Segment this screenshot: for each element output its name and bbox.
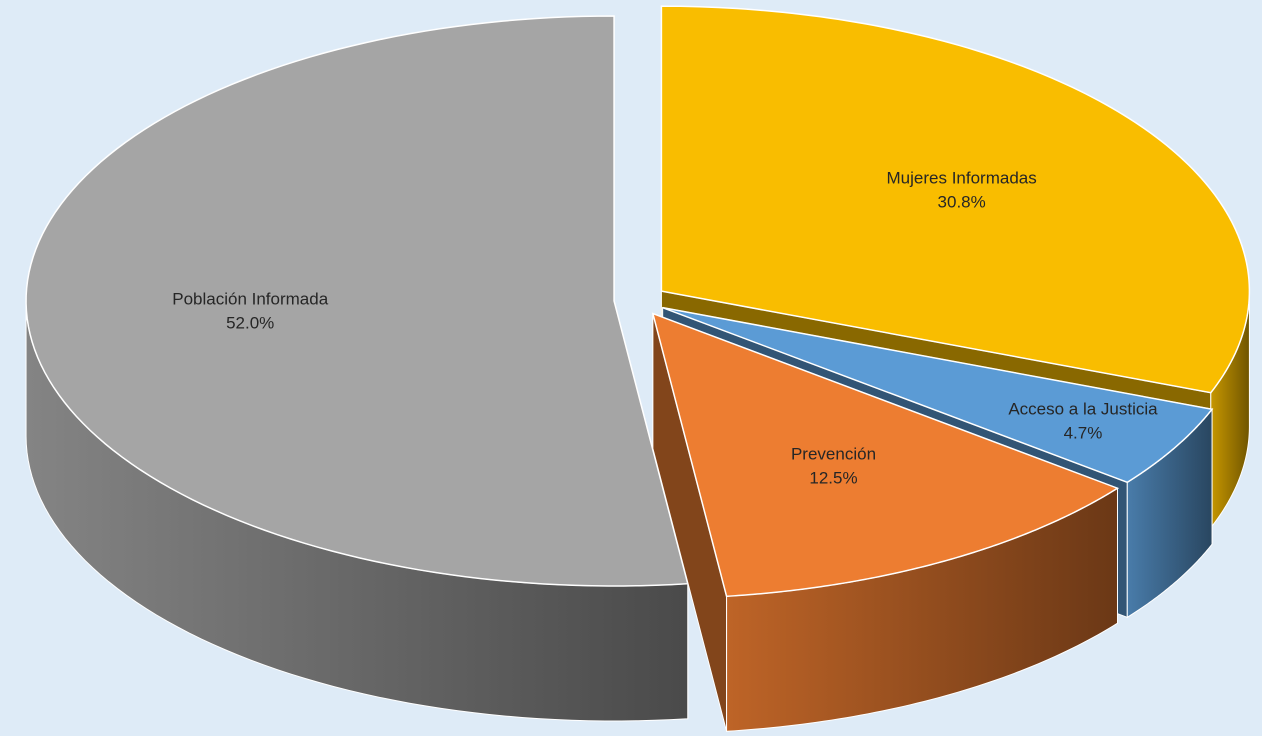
slice-value-label: 30.8% bbox=[938, 192, 986, 211]
slice bbox=[25, 15, 689, 722]
slice-top bbox=[660, 5, 1251, 394]
slice-value-label: 4.7% bbox=[1064, 424, 1103, 443]
slice-label: Población Informada bbox=[172, 290, 328, 309]
slice-top bbox=[651, 312, 1120, 598]
slice-value-label: 12.5% bbox=[809, 469, 857, 488]
slice-label: Acceso a la Justicia bbox=[1008, 400, 1158, 419]
slice-label: Prevención bbox=[791, 445, 876, 464]
slice-value-label: 52.0% bbox=[226, 314, 274, 333]
slice-top bbox=[662, 306, 1214, 484]
slice-top bbox=[25, 15, 689, 587]
slice bbox=[651, 312, 1120, 732]
slice-label: Mujeres Informadas bbox=[887, 168, 1037, 187]
